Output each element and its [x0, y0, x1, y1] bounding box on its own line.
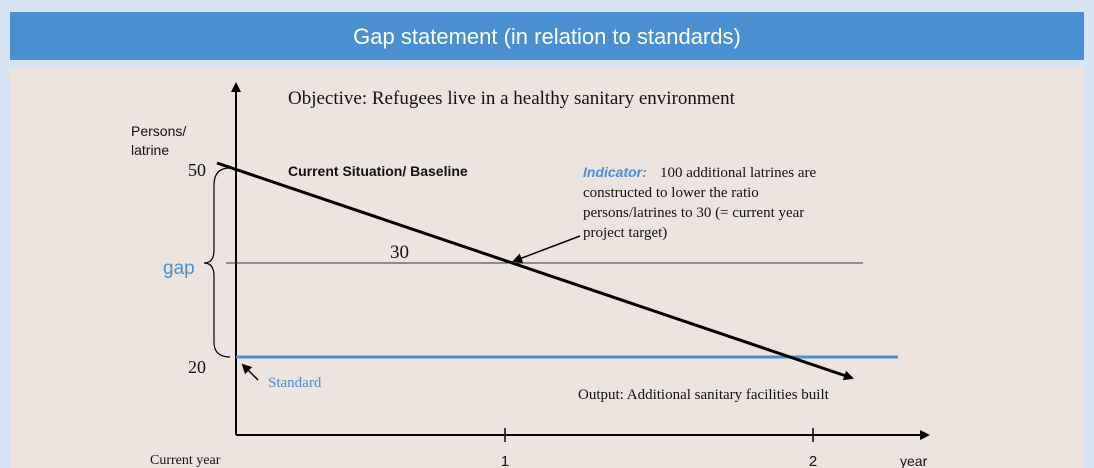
y-value: 50 — [188, 160, 206, 180]
y-axis-label: Persons/ — [131, 123, 186, 139]
header-title: Gap statement (in relation to standards) — [353, 24, 741, 49]
indicator-arrow — [512, 235, 581, 263]
x-label: Current year — [150, 453, 221, 468]
standard-label: Standard — [268, 375, 322, 391]
indicator-line: 100 additional latrines are — [660, 165, 817, 181]
x-label: 2 — [809, 453, 817, 468]
standard-arrow — [241, 363, 259, 381]
y-value: 20 — [188, 357, 206, 377]
baseline-label: Current Situation/ Baseline — [288, 163, 468, 179]
indicator-label: Indicator: — [583, 164, 647, 180]
indicator-line: persons/latrines to 30 (= current year — [583, 205, 804, 221]
baseline-line — [216, 161, 854, 381]
output-label: Output: Additional sanitary facilities b… — [578, 387, 830, 403]
target-label: 30 — [390, 242, 409, 263]
x-label: year — [900, 453, 928, 468]
content-area — [10, 68, 1084, 468]
indicator-line: constructed to lower the ratio — [583, 185, 759, 201]
gap-label: gap — [163, 258, 195, 279]
y-axis-label: latrine — [131, 142, 169, 158]
x-label: 1 — [501, 453, 509, 468]
header-bar — [10, 12, 1084, 60]
objective: Objective: Refugees live in a healthy sa… — [288, 88, 736, 109]
gap-brace — [203, 167, 231, 358]
indicator-line: project target) — [583, 225, 667, 241]
